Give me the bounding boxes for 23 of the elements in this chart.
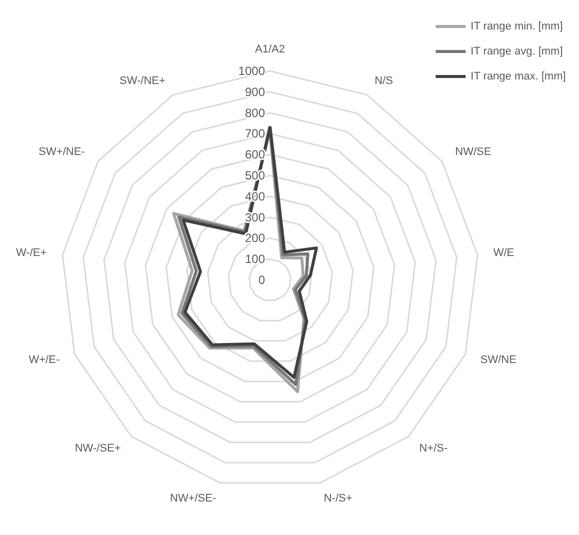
spoke-label: NW+/SE- <box>170 492 216 504</box>
spoke-label: SW-/NE+ <box>119 74 166 87</box>
y-tick-label: 1000 <box>238 64 266 78</box>
legend-label: IT range avg. [mm] <box>470 46 563 58</box>
spoke-label: NW-/SE+ <box>74 442 121 454</box>
spoke-label: W-/E+ <box>16 246 47 259</box>
spoke-label: W+/E- <box>28 354 60 366</box>
spoke-label: A1/A2 <box>255 44 285 56</box>
spoke-label: W/E <box>493 246 514 259</box>
y-tick-label: 0 <box>258 273 266 287</box>
y-tick-label: 800 <box>244 106 266 120</box>
spoke-label: N/S <box>374 74 393 87</box>
y-tick-label: 900 <box>244 84 266 99</box>
spoke-label: SW/NE <box>480 354 516 366</box>
spoke-label: N-/S+ <box>324 492 352 504</box>
y-tick-label: 200 <box>244 231 266 246</box>
y-tick-label: 700 <box>244 126 266 141</box>
y-tick-label: 100 <box>244 252 266 266</box>
spoke-label: NW/SE <box>455 146 492 158</box>
legend-label: IT range max. [mm] <box>470 70 566 82</box>
legend-label: IT range min. [mm] <box>470 20 563 32</box>
spoke-label: N+/S- <box>419 442 448 454</box>
spoke-label: SW+/NE- <box>38 146 86 158</box>
